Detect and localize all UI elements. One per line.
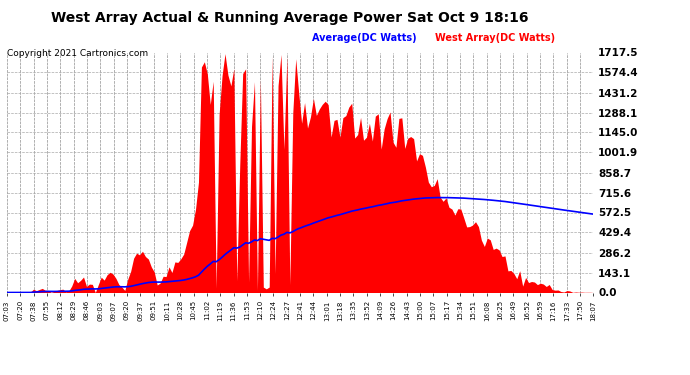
Text: West Array(DC Watts): West Array(DC Watts) [435, 33, 555, 43]
Text: Average(DC Watts): Average(DC Watts) [312, 33, 417, 43]
Text: West Array Actual & Running Average Power Sat Oct 9 18:16: West Array Actual & Running Average Powe… [51, 11, 529, 25]
Text: Copyright 2021 Cartronics.com: Copyright 2021 Cartronics.com [7, 49, 148, 58]
